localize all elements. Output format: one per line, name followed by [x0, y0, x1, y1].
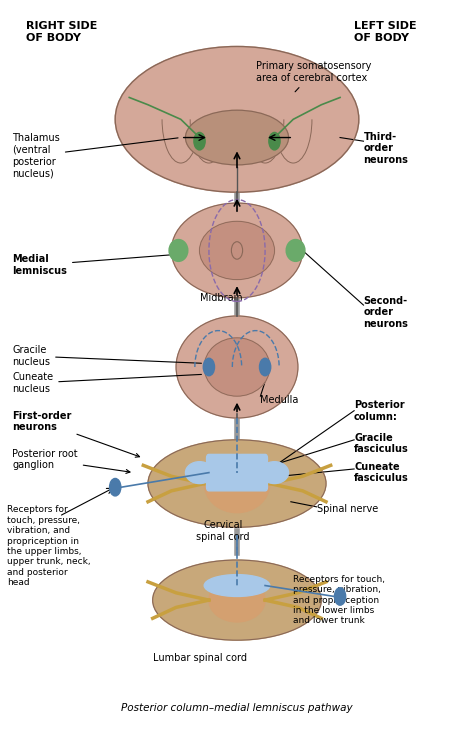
Circle shape	[194, 132, 205, 150]
Ellipse shape	[200, 458, 274, 487]
Text: Posterior
column:: Posterior column:	[354, 400, 405, 421]
Text: Medial
lemniscus: Medial lemniscus	[12, 254, 178, 276]
Text: Primary somatosensory
area of cerebral cortex: Primary somatosensory area of cerebral c…	[256, 61, 371, 92]
Text: Receptors for touch,
pressure, vibration,
and proprioception
in the lower limbs
: Receptors for touch, pressure, vibration…	[293, 575, 385, 625]
Text: Posterior column–medial lemniscus pathway: Posterior column–medial lemniscus pathwa…	[121, 703, 353, 713]
Circle shape	[109, 479, 121, 496]
Circle shape	[231, 241, 243, 259]
Ellipse shape	[148, 440, 326, 527]
Ellipse shape	[204, 338, 270, 396]
Text: Lumbar spinal cord: Lumbar spinal cord	[153, 653, 246, 664]
Text: Cuneate
nucleus: Cuneate nucleus	[12, 372, 201, 394]
Text: Second-
order
neurons: Second- order neurons	[364, 296, 409, 329]
Ellipse shape	[204, 454, 270, 512]
Text: Medulla: Medulla	[260, 395, 299, 404]
Circle shape	[203, 358, 215, 376]
Text: RIGHT SIDE
OF BODY: RIGHT SIDE OF BODY	[26, 21, 98, 43]
Text: First-order
neurons: First-order neurons	[12, 411, 139, 457]
Ellipse shape	[204, 575, 270, 597]
Ellipse shape	[176, 316, 298, 418]
Circle shape	[259, 358, 271, 376]
Text: Posterior root
ganglion: Posterior root ganglion	[12, 448, 130, 473]
Circle shape	[269, 132, 280, 150]
Ellipse shape	[260, 462, 289, 484]
Ellipse shape	[185, 110, 289, 165]
Text: Midbrain: Midbrain	[200, 293, 242, 303]
Text: Cuneate
fasciculus: Cuneate fasciculus	[354, 462, 409, 484]
Text: Third-
order
neurons: Third- order neurons	[364, 132, 409, 165]
Ellipse shape	[209, 578, 265, 622]
FancyBboxPatch shape	[207, 454, 267, 491]
Ellipse shape	[185, 462, 214, 484]
Text: Gracile
nucleus: Gracile nucleus	[12, 345, 201, 367]
Text: Cervical
spinal cord: Cervical spinal cord	[196, 520, 250, 542]
Text: Spinal nerve: Spinal nerve	[317, 504, 378, 514]
Text: Thalamus
(ventral
posterior
nucleus): Thalamus (ventral posterior nucleus)	[12, 134, 178, 178]
Text: Gracile
fasciculus: Gracile fasciculus	[354, 432, 409, 454]
Ellipse shape	[153, 560, 321, 640]
Text: LEFT SIDE
OF BODY: LEFT SIDE OF BODY	[354, 21, 417, 43]
Ellipse shape	[115, 46, 359, 192]
Ellipse shape	[169, 239, 188, 261]
Text: Receptors for
touch, pressure,
vibration, and
propriception in
the upper limbs,
: Receptors for touch, pressure, vibration…	[8, 506, 91, 587]
Ellipse shape	[172, 203, 302, 298]
Ellipse shape	[200, 222, 274, 280]
Circle shape	[335, 588, 346, 606]
Ellipse shape	[286, 239, 305, 261]
